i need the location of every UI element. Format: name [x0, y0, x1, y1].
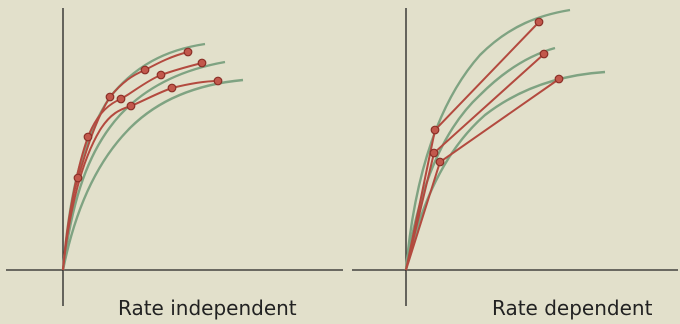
left-green-curve-2 [61, 60, 226, 271]
right-red-path-1 [405, 21, 540, 271]
right-point [435, 157, 445, 167]
left-point [105, 92, 115, 102]
right-point [554, 74, 564, 84]
left-green-curve-3 [61, 78, 244, 271]
left-panel-caption: Rate independent [118, 296, 297, 320]
right-point [429, 148, 439, 158]
left-point [116, 94, 126, 104]
left-point [83, 132, 93, 142]
left-point [140, 65, 150, 75]
right-point [430, 125, 440, 135]
right-red-path-2 [405, 53, 545, 271]
right-point [534, 17, 544, 27]
right-panel-caption: Rate dependent [492, 296, 653, 320]
right-point [539, 49, 549, 59]
left-point [73, 173, 83, 183]
left-red-curve-3 [62, 80, 219, 271]
left-point [213, 76, 223, 86]
left-point [197, 58, 207, 68]
right-green-curve-1 [404, 8, 571, 271]
left-point [156, 70, 166, 80]
left-point [183, 47, 193, 57]
left-point [167, 83, 177, 93]
left-red-curve-2 [62, 62, 203, 271]
left-point [126, 101, 136, 111]
right-green-curve-3 [404, 70, 606, 271]
